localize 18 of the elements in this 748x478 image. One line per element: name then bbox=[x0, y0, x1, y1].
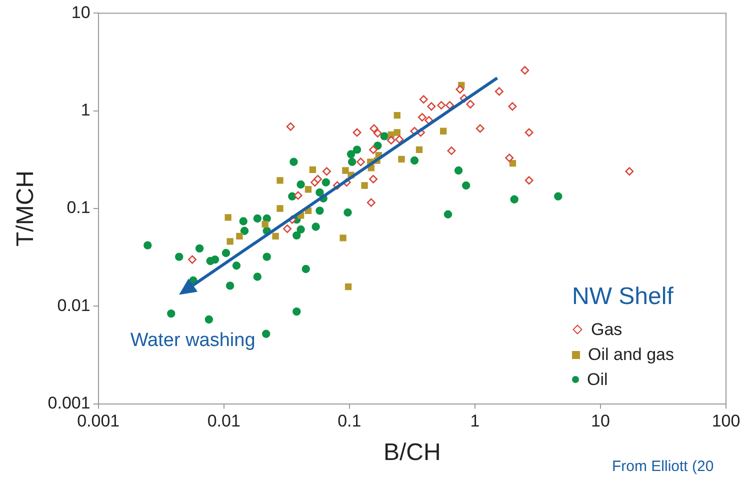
text: From Elliott (20 bbox=[612, 458, 714, 475]
y-tick-label: 0.1 bbox=[66, 198, 90, 218]
x-tick-label: 1 bbox=[470, 412, 480, 431]
x-tick-label: 10 bbox=[591, 412, 610, 431]
y-tick-label: 1 bbox=[80, 100, 90, 120]
legend-title: NW Shelf bbox=[572, 283, 674, 311]
legend-label: Gas bbox=[591, 320, 622, 340]
y-tick-label: 10 bbox=[71, 2, 90, 22]
y-tick-label: 0.01 bbox=[57, 296, 90, 315]
y-tick-label: 0.001 bbox=[48, 393, 90, 412]
x-tick-label: 100 bbox=[712, 412, 740, 431]
x-axis-title: B/CH bbox=[384, 439, 441, 466]
legend-label: Oil bbox=[587, 370, 608, 390]
y-axis-title: T/MCH bbox=[12, 170, 40, 246]
legend-label: Oil and gas bbox=[588, 344, 674, 364]
x-tick-label: 0.01 bbox=[207, 412, 240, 431]
annotation: Water washing bbox=[130, 330, 256, 352]
x-tick-label: 0.1 bbox=[338, 412, 362, 431]
